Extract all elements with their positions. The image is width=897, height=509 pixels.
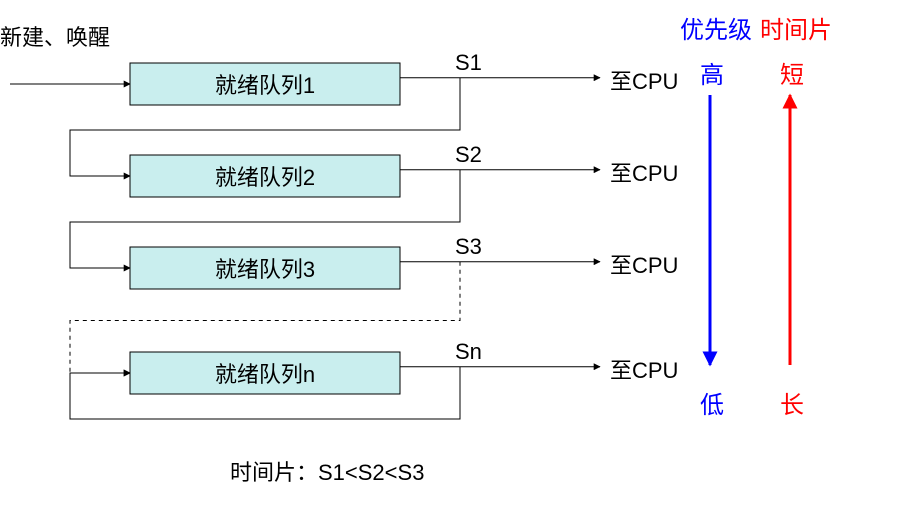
- queue-box-2: 就绪队列2: [215, 160, 315, 192]
- priority-bottom: 低: [700, 385, 724, 420]
- timeslice-header: 时间片: [760, 10, 832, 45]
- cpu-label-3: 至CPU: [610, 248, 678, 280]
- slice-label-2: S2: [455, 142, 482, 168]
- slice-label-3: S3: [455, 234, 482, 260]
- queue-box-1: 就绪队列1: [215, 68, 315, 100]
- slice-label-1: S1: [455, 50, 482, 76]
- queue-box-3: 就绪队列3: [215, 252, 315, 284]
- timeslice-relation: 时间片：S1<S2<S3: [230, 455, 424, 487]
- priority-top: 高: [700, 55, 724, 90]
- slice-label-4: Sn: [455, 339, 482, 365]
- timeslice-bottom: 长: [780, 385, 804, 420]
- cpu-label-2: 至CPU: [610, 156, 678, 188]
- cpu-label-4: 至CPU: [610, 353, 678, 385]
- input-label: 新建、唤醒: [0, 20, 110, 52]
- cpu-label-1: 至CPU: [610, 64, 678, 96]
- timeslice-top: 短: [780, 55, 804, 90]
- queue-box-4: 就绪队列n: [215, 357, 315, 389]
- priority-header: 优先级: [680, 10, 752, 45]
